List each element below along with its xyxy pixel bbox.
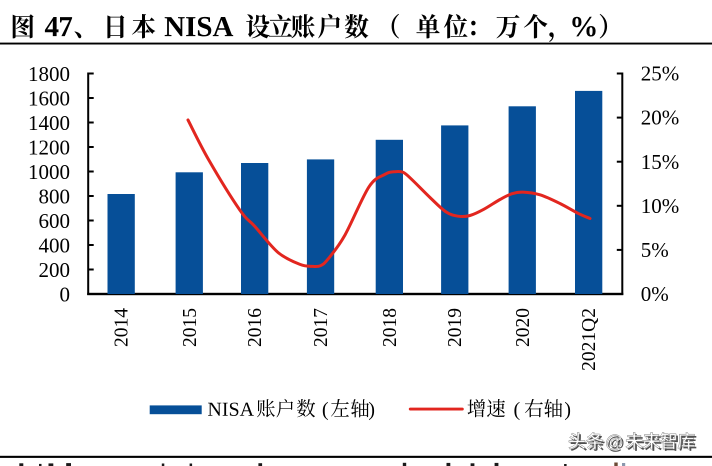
svg-text:2021Q2: 2021Q2 bbox=[579, 308, 600, 371]
svg-text:20%: 20% bbox=[641, 106, 680, 130]
svg-text:800: 800 bbox=[39, 184, 71, 208]
svg-text:2016: 2016 bbox=[245, 308, 266, 347]
svg-text:2020: 2020 bbox=[513, 308, 534, 347]
svg-text:1600: 1600 bbox=[28, 86, 70, 110]
svg-text:400: 400 bbox=[39, 233, 71, 257]
svg-text:1400: 1400 bbox=[28, 111, 70, 135]
svg-text:2017: 2017 bbox=[311, 308, 332, 347]
svg-text:200: 200 bbox=[39, 258, 71, 282]
svg-text:0%: 0% bbox=[641, 282, 669, 306]
svg-text:10%: 10% bbox=[641, 194, 680, 218]
svg-text:600: 600 bbox=[39, 209, 71, 233]
svg-text:1000: 1000 bbox=[28, 160, 70, 184]
svg-text:25%: 25% bbox=[641, 62, 680, 86]
svg-text:2015: 2015 bbox=[180, 308, 201, 347]
svg-text:1200: 1200 bbox=[28, 135, 70, 159]
svg-text:5%: 5% bbox=[641, 238, 669, 262]
svg-text:2019: 2019 bbox=[445, 308, 466, 347]
svg-text:2014: 2014 bbox=[111, 308, 132, 347]
svg-text:0: 0 bbox=[60, 282, 71, 306]
svg-text:2018: 2018 bbox=[380, 308, 401, 347]
svg-text:1800: 1800 bbox=[28, 62, 70, 86]
svg-text:15%: 15% bbox=[641, 150, 680, 174]
